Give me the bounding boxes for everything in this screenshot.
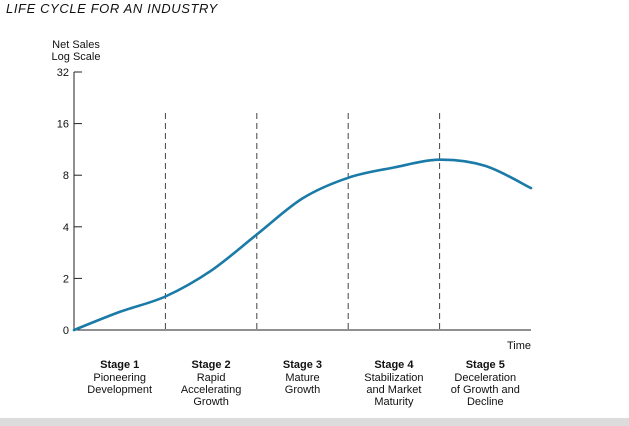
x-axis-label: Time (507, 340, 531, 352)
footer-bar (0, 418, 629, 426)
y-tick-label-0: 0 (63, 325, 69, 337)
stage-boundaries (164, 113, 441, 330)
stage-2-line-2: Accelerating (181, 384, 242, 396)
series-line-net-sales (72, 158, 533, 332)
y-tick-label-4: 4 (63, 222, 69, 234)
axes (73, 71, 531, 331)
chart-title: LIFE CYCLE FOR AN INDUSTRY (6, 1, 218, 16)
stage-4-heading: Stage 4 (374, 359, 414, 371)
stage-5-line-3: Decline (467, 396, 504, 408)
y-axis-label-line-2: Log Scale (52, 51, 101, 63)
y-tick-label-8: 8 (63, 170, 69, 182)
stage-2-heading: Stage 2 (192, 359, 231, 371)
stage-5-line-2: of Growth and (451, 384, 520, 396)
stage-1-heading: Stage 1 (100, 359, 139, 371)
y-tick-label-16: 16 (57, 119, 69, 131)
y-tick-label-2: 2 (63, 273, 69, 285)
stage-4-line-2: and Market (366, 384, 421, 396)
y-axis-label-line-1: Net Sales (52, 39, 100, 51)
stage-3-heading: Stage 3 (283, 359, 322, 371)
stage-1-line-1: Pioneering (93, 372, 146, 384)
stage-4-line-3: Maturity (374, 396, 414, 408)
stage-5-line-1: Deceleration (454, 372, 516, 384)
y-tick-label-32: 32 (57, 67, 69, 79)
stage-1-line-2: Development (87, 384, 152, 396)
stage-2-line-3: Growth (193, 396, 228, 408)
stage-2-line-1: Rapid (197, 372, 226, 384)
stage-5-heading: Stage 5 (466, 359, 505, 371)
series (72, 158, 533, 332)
stage-3-line-1: Mature (285, 372, 319, 384)
stage-3-line-2: Growth (285, 384, 320, 396)
stage-4-line-1: Stabilization (364, 372, 423, 384)
